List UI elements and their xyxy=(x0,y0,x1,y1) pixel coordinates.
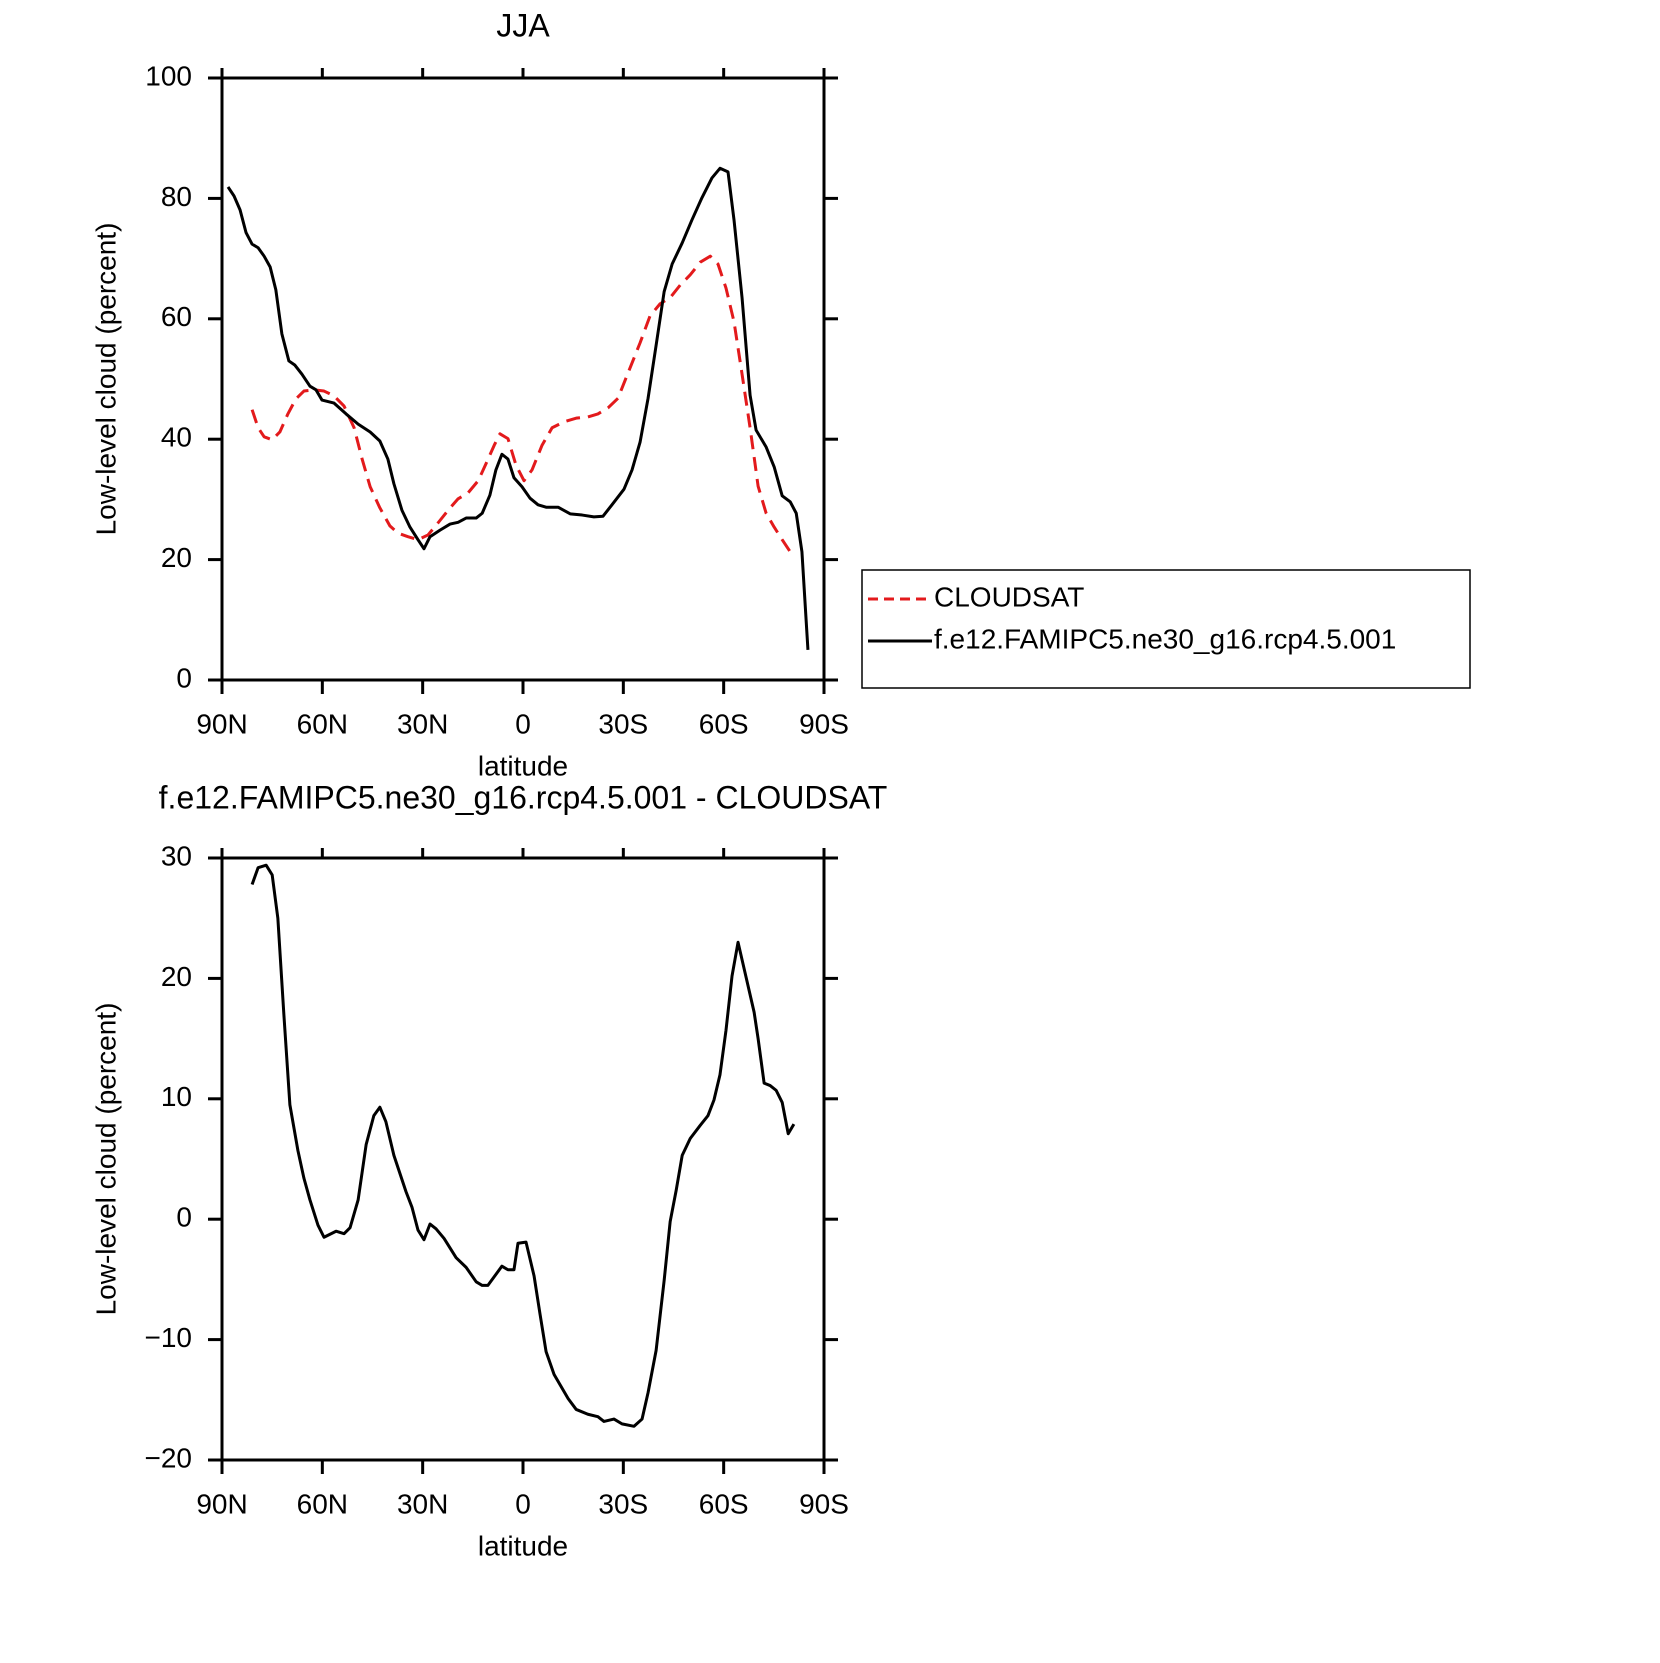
y-tick-label: 10 xyxy=(161,1081,192,1112)
data-line xyxy=(250,254,792,553)
y-tick-label: 20 xyxy=(161,542,192,573)
plot-frame xyxy=(220,76,826,682)
chart: JJA 0 20 40 60 80 100 90N 60N 30N 0 30S 60S 90S latitu… xyxy=(90,7,1471,781)
y-tick-label: −20 xyxy=(145,1442,193,1473)
y-tick-label: 20 xyxy=(161,961,192,992)
y-tick-label: 0 xyxy=(176,662,192,693)
x-tick-label: 90N xyxy=(196,1488,247,1519)
data-line xyxy=(226,166,810,650)
plot-frame xyxy=(220,856,826,1462)
x-tick-label: 90S xyxy=(799,708,849,739)
y-tick-label: −10 xyxy=(145,1322,193,1353)
x-tick-label: 60N xyxy=(297,1488,348,1519)
x-tick-label: 90S xyxy=(799,1488,849,1519)
y-axis-label: Low-level cloud (percent) xyxy=(90,1003,121,1316)
y-tick-label: 30 xyxy=(161,840,192,871)
y-tick-label: 100 xyxy=(145,60,192,91)
x-tick-label: 30S xyxy=(598,1488,648,1519)
y-tick-label: 60 xyxy=(161,301,192,332)
legend-label: CLOUDSAT xyxy=(934,581,1084,612)
x-tick-label: 60N xyxy=(297,708,348,739)
chart-title: f.e12.FAMIPC5.ne30_g16.rcp4.5.001 - CLOU… xyxy=(159,779,888,815)
y-tick-label: 80 xyxy=(161,181,192,212)
x-tick-label: 0 xyxy=(515,1488,531,1519)
x-tick-label: 30N xyxy=(397,1488,448,1519)
chart-title: JJA xyxy=(496,7,550,43)
data-line xyxy=(250,863,796,1428)
y-tick-label: 40 xyxy=(161,422,192,453)
x-tick-label: 90N xyxy=(196,708,247,739)
legend-label: f.e12.FAMIPC5.ne30_g16.rcp4.5.001 xyxy=(934,623,1396,654)
y-tick-label: 0 xyxy=(176,1202,192,1233)
chart: f.e12.FAMIPC5.ne30_g16.rcp4.5.001 - CLOU… xyxy=(90,779,887,1561)
x-tick-label: 60S xyxy=(699,708,749,739)
x-tick-label: 60S xyxy=(699,1488,749,1519)
x-tick-label: 0 xyxy=(515,708,531,739)
x-tick-label: 30N xyxy=(397,708,448,739)
x-axis-label: latitude xyxy=(478,1530,568,1561)
y-axis-label: Low-level cloud (percent) xyxy=(90,223,121,536)
legend-box xyxy=(861,569,1471,689)
x-tick-label: 30S xyxy=(598,708,648,739)
x-axis-label: latitude xyxy=(478,750,568,781)
